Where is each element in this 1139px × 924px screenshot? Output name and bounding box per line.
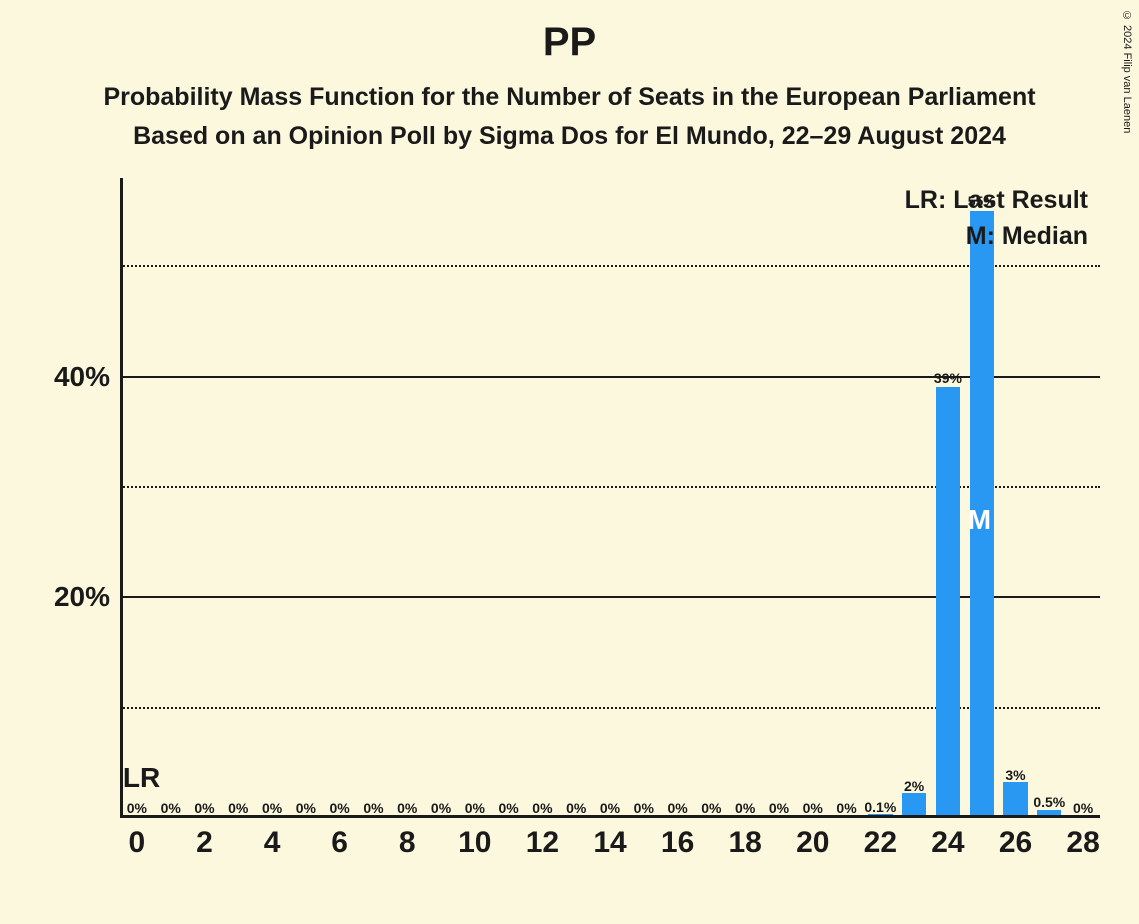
bar <box>902 793 926 815</box>
chart-subtitle-2: Based on an Opinion Poll by Sigma Dos fo… <box>0 122 1139 151</box>
median-marker: M <box>968 504 991 536</box>
x-tick-label: 8 <box>399 826 416 860</box>
copyright-text: © 2024 Filip van Laenen <box>1121 10 1133 133</box>
bar <box>936 387 960 815</box>
bar-value-label: 0% <box>803 800 823 816</box>
bar-value-label: 0% <box>161 800 181 816</box>
x-tick-label: 4 <box>264 826 281 860</box>
bar-value-label: 0% <box>566 800 586 816</box>
chart-subtitle-1: Probability Mass Function for the Number… <box>0 83 1139 112</box>
x-tick-label: 24 <box>931 826 964 860</box>
chart-title: PP <box>0 20 1139 65</box>
x-tick-label: 0 <box>129 826 146 860</box>
x-tick-label: 28 <box>1066 826 1099 860</box>
bar-value-label: 0% <box>363 800 383 816</box>
bar-value-label: 0% <box>532 800 552 816</box>
chart-plot-area: 20%40%0%0%0%0%0%0%0%0%0%0%0%0%0%0%0%0%0%… <box>120 178 1100 818</box>
bar-value-label: 0% <box>127 800 147 816</box>
title-block: PP Probability Mass Function for the Num… <box>0 0 1139 151</box>
last-result-marker: LR <box>123 762 160 794</box>
bar-value-label: 0% <box>228 800 248 816</box>
bar-value-label: 0% <box>330 800 350 816</box>
bar-value-label: 0% <box>667 800 687 816</box>
y-axis <box>120 178 123 818</box>
legend-median: M: Median <box>966 222 1088 251</box>
bar-value-label: 0% <box>769 800 789 816</box>
bar-value-label: 0% <box>296 800 316 816</box>
bar-value-label: 0% <box>1073 800 1093 816</box>
bar-value-label: 2% <box>904 778 924 794</box>
x-tick-label: 22 <box>864 826 897 860</box>
bar-value-label: 0.5% <box>1033 794 1065 810</box>
y-tick-label: 40% <box>30 361 110 393</box>
legend-last-result: LR: Last Result <box>905 186 1088 215</box>
bar-value-label: 0% <box>431 800 451 816</box>
bar <box>1003 782 1027 815</box>
y-tick-label: 20% <box>30 581 110 613</box>
x-tick-label: 18 <box>728 826 761 860</box>
bar-value-label: 0% <box>397 800 417 816</box>
bar-value-label: 0% <box>262 800 282 816</box>
x-tick-label: 16 <box>661 826 694 860</box>
bar-value-label: 3% <box>1005 767 1025 783</box>
bar-value-label: 0% <box>735 800 755 816</box>
bar-value-label: 0% <box>634 800 654 816</box>
gridline-minor <box>120 265 1100 267</box>
x-tick-label: 6 <box>331 826 348 860</box>
x-tick-label: 26 <box>999 826 1032 860</box>
bar-value-label: 39% <box>934 370 962 386</box>
bar-value-label: 0% <box>194 800 214 816</box>
bar-value-label: 0% <box>465 800 485 816</box>
bar-value-label: 0.1% <box>864 799 896 815</box>
x-tick-label: 10 <box>458 826 491 860</box>
bar-value-label: 0% <box>701 800 721 816</box>
x-tick-label: 2 <box>196 826 213 860</box>
bar-value-label: 0% <box>600 800 620 816</box>
x-tick-label: 14 <box>593 826 626 860</box>
bar-value-label: 0% <box>498 800 518 816</box>
bar-value-label: 0% <box>836 800 856 816</box>
x-tick-label: 20 <box>796 826 829 860</box>
x-tick-label: 12 <box>526 826 559 860</box>
